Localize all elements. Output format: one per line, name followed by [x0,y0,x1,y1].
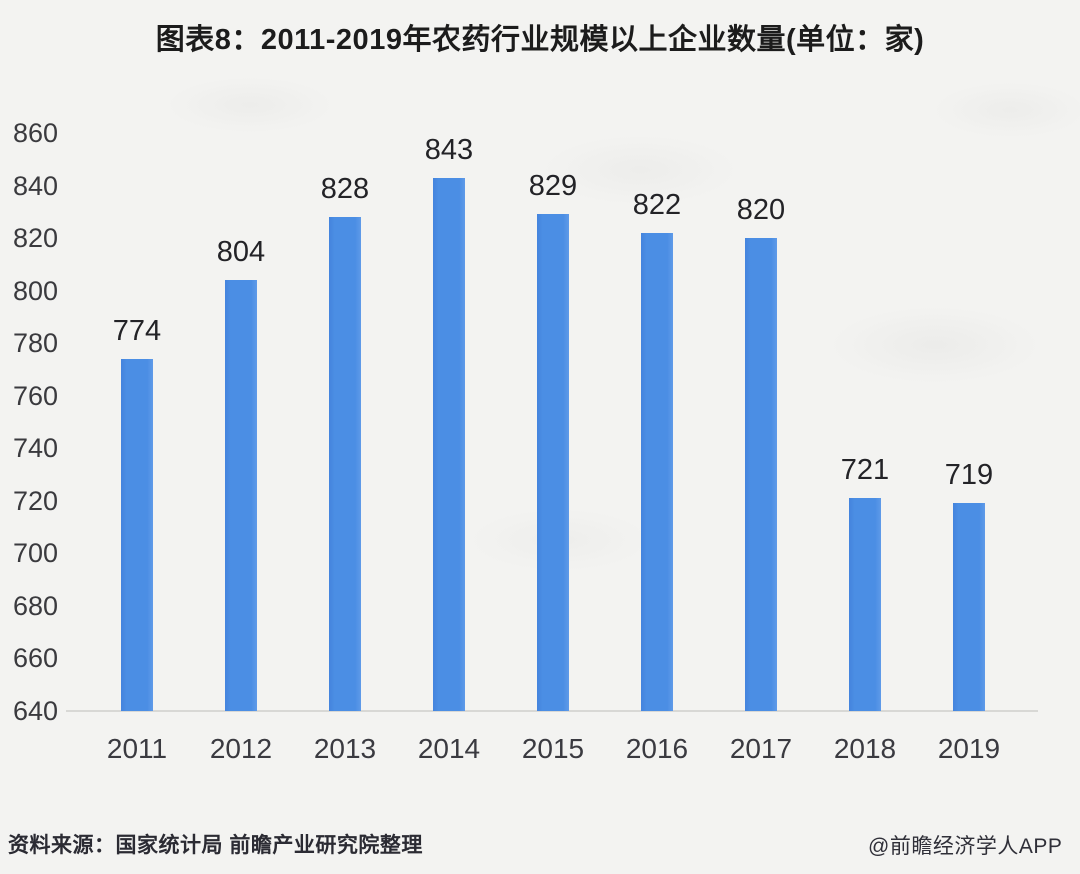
x-axis-tick-label: 2016 [625,733,689,764]
y-axis-tick-label: 740 [12,433,58,464]
x-axis-tick-label: 2014 [417,733,481,764]
y-axis-tick-label: 780 [12,328,58,359]
y-axis-tick-label: 700 [12,538,58,569]
x-axis-tick-label: 2012 [209,733,273,764]
x-axis-tick-label: 2018 [833,733,897,764]
source-note: 资料来源：国家统计局 前瞻产业研究院整理 [8,834,423,857]
bar-2013 [329,217,361,711]
bar-2015 [537,214,569,711]
bar-value-label: 774 [112,314,162,347]
bar-value-label: 828 [320,173,370,206]
y-axis-tick-label: 860 [12,118,58,148]
y-axis-tick-label: 840 [12,170,58,201]
bar-value-label: 843 [424,133,474,166]
y-axis-tick-label: 720 [12,485,58,516]
bar-value-label: 829 [528,170,578,203]
watermark-credit: @前瞻经济学人APP [868,835,1063,858]
bar-value-label: 822 [632,188,682,221]
x-axis-tick-label: 2017 [729,733,793,764]
y-axis-tick-label: 660 [12,643,58,674]
bar-2011 [121,358,153,711]
bar-2016 [641,232,673,711]
bar-2019 [953,503,985,711]
x-axis-baseline [66,710,1038,712]
x-axis-tick-label: 2019 [937,733,1001,764]
x-axis-tick-label: 2011 [106,733,168,764]
bar-value-label: 719 [944,459,994,492]
y-axis-tick-label: 820 [12,223,58,254]
chart-title: 图表8：2011-2019年农药行业规模以上企业数量(单位：家) [155,24,925,56]
y-axis-tick-label: 760 [12,380,58,411]
bar-2018 [849,498,881,711]
bar-2017 [745,238,777,711]
y-axis-tick-label: 640 [12,696,58,726]
bar-value-label: 820 [736,194,786,227]
bar-2014 [433,177,465,711]
x-axis-tick-label: 2013 [313,733,377,764]
bar-value-label: 721 [840,454,890,487]
x-axis-tick-label: 2015 [521,733,585,764]
y-axis-tick-label: 800 [12,275,58,306]
bar-value-label: 804 [216,236,266,269]
y-axis-tick-label: 680 [12,590,58,621]
bar-2012 [225,280,257,711]
